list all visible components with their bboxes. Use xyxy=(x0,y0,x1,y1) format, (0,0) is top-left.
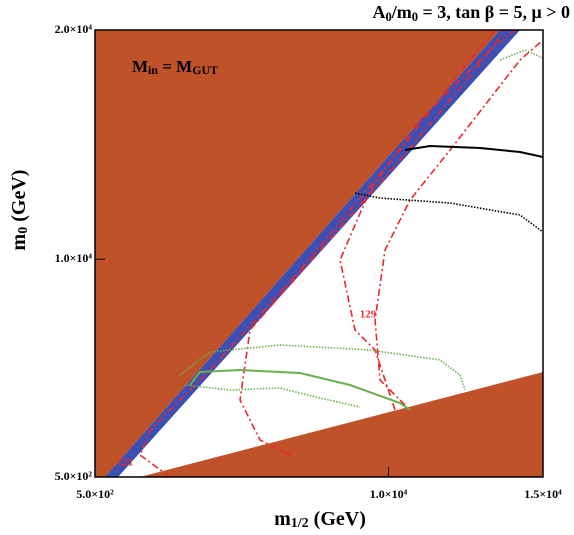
text-part: = M xyxy=(158,57,192,76)
text-part: = 3, tan β = 5, μ > 0 xyxy=(418,2,570,22)
x-tick-label: 1.0×10⁴ xyxy=(370,487,408,501)
contour-line xyxy=(404,145,543,159)
contour-line xyxy=(184,384,361,408)
contour-line xyxy=(499,49,543,61)
subscript: in xyxy=(148,63,158,77)
text-part: A xyxy=(372,2,385,22)
subscript: 0 xyxy=(385,10,391,24)
y-tick-label: 2.0×10⁴ xyxy=(55,22,93,36)
contour-line xyxy=(239,30,506,456)
contour-line xyxy=(179,344,466,391)
label: A0/m0 = 3, tan β = 5, μ > 0 xyxy=(372,2,570,24)
contour-label: 121 xyxy=(117,457,134,469)
text-part: (GeV) xyxy=(309,508,366,530)
text-part: (GeV) xyxy=(8,170,30,227)
contour-line xyxy=(354,192,543,233)
excluded-region xyxy=(140,372,543,477)
label: m0 (GeV) xyxy=(8,170,32,251)
subscript: GUT xyxy=(192,63,218,77)
contour-line xyxy=(374,39,543,406)
y-tick-label: 5.0×10² xyxy=(55,469,93,483)
frame xyxy=(94,29,544,478)
x-tick-label: 1.5×10⁴ xyxy=(524,487,562,501)
contour-label: 129 xyxy=(360,309,377,321)
excluded-region xyxy=(95,30,501,477)
label: m1/2 (GeV) xyxy=(274,508,366,532)
text-part: M xyxy=(132,57,148,76)
text-part: m xyxy=(8,233,30,250)
contour-line xyxy=(139,30,496,477)
x-tick-label: 5.0×10² xyxy=(76,487,114,501)
subscript: 1/2 xyxy=(291,516,309,531)
subscript: 0 xyxy=(16,227,31,234)
subscript: 0 xyxy=(412,10,418,24)
y-tick-label: 1.0×10⁴ xyxy=(55,251,93,265)
label: Min = MGUT xyxy=(132,57,218,77)
plot-area xyxy=(95,30,543,477)
contour-line xyxy=(189,369,411,411)
contour-line xyxy=(339,30,516,411)
text-part: /m xyxy=(391,2,412,22)
text-part: m xyxy=(274,508,291,530)
